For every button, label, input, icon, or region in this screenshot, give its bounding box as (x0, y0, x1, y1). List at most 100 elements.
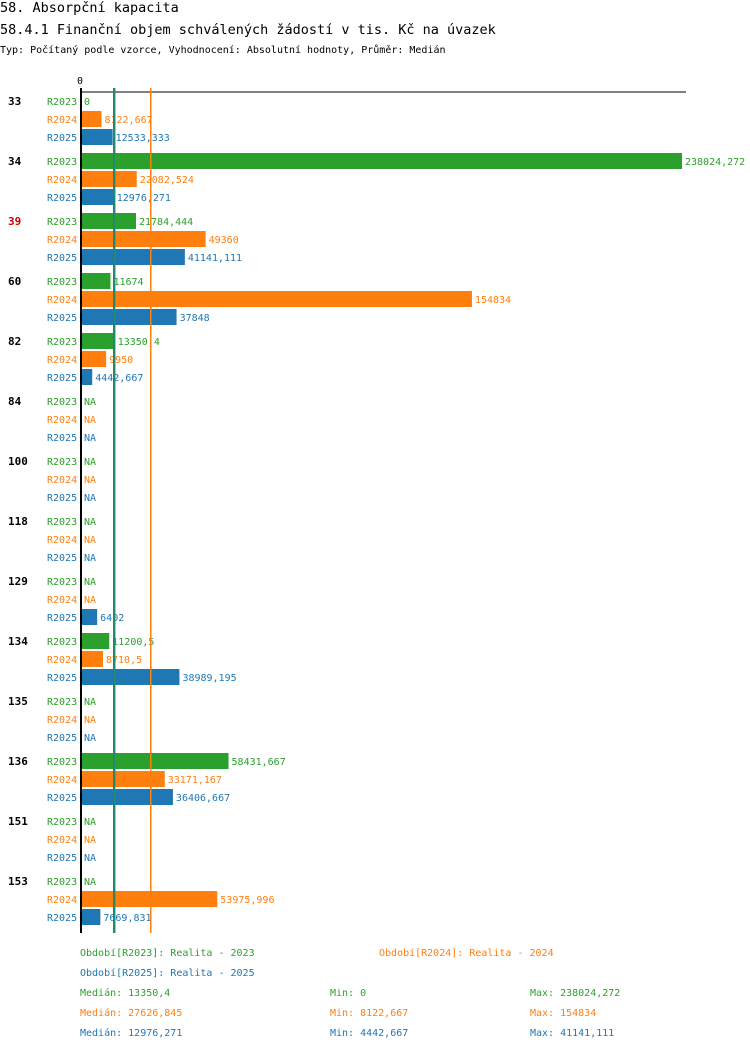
axis-zero-label: 0 (77, 76, 83, 87)
page-title: 58. Absorpční kapacita (0, 0, 179, 16)
value-label: 38989,195 (182, 673, 236, 684)
series-label: R2025 (47, 613, 77, 624)
value-label: 7669,831 (103, 913, 151, 924)
series-label: R2023 (47, 157, 77, 168)
value-label: 11674 (113, 277, 143, 288)
stat-min-r2024: Min: 8122,667 (330, 1008, 409, 1019)
value-label: NA (84, 877, 96, 888)
value-label: NA (84, 595, 96, 606)
series-label: R2024 (47, 475, 77, 486)
bar (81, 351, 107, 367)
bar (81, 771, 165, 787)
bar (81, 129, 113, 145)
series-label: R2024 (47, 715, 77, 726)
bar (81, 231, 206, 247)
value-label: NA (84, 415, 96, 426)
category-label: 84 (8, 395, 22, 408)
bar (81, 111, 102, 127)
category-label: 118 (8, 515, 28, 528)
bar (81, 249, 185, 265)
value-label: 154834 (475, 295, 511, 306)
bar (81, 609, 98, 625)
stat-max-r2023: Max: 238024,272 (530, 988, 621, 999)
bar (81, 213, 137, 229)
value-label: NA (84, 715, 96, 726)
legend-r2023: Období[R2023]: Realita - 2023 (80, 948, 255, 959)
value-label: NA (84, 835, 96, 846)
bar (81, 909, 101, 925)
series-label: R2025 (47, 193, 77, 204)
bar (81, 189, 114, 205)
value-label: NA (84, 817, 96, 828)
series-label: R2025 (47, 313, 77, 324)
bar (81, 291, 472, 307)
value-label: 6402 (100, 613, 124, 624)
series-label: R2025 (47, 553, 77, 564)
value-label: 8122,667 (105, 115, 153, 126)
value-label: 12533,333 (116, 133, 170, 144)
series-label: R2024 (47, 535, 77, 546)
bar (81, 369, 93, 385)
category-label: 34 (8, 155, 22, 168)
value-label: NA (84, 457, 96, 468)
value-label: NA (84, 433, 96, 444)
value-label: NA (84, 493, 96, 504)
value-label: 21784,444 (139, 217, 193, 228)
series-label: R2024 (47, 175, 77, 186)
stat-max-r2025: Max: 41141,111 (530, 1028, 615, 1039)
chart-subtitle: 58.4.1 Finanční objem schválených žádost… (0, 22, 496, 38)
series-label: R2023 (47, 577, 77, 588)
value-label: NA (84, 853, 96, 864)
category-label: 135 (8, 695, 28, 708)
series-label: R2024 (47, 355, 77, 366)
stat-median-r2025: Medián: 12976,271 (80, 1028, 183, 1039)
category-label: 60 (8, 275, 21, 288)
category-label: 151 (8, 815, 28, 828)
series-label: R2023 (47, 757, 77, 768)
stat-min-r2023: Min: 0 (330, 988, 367, 999)
value-label: 0 (84, 97, 90, 108)
series-label: R2024 (47, 775, 77, 786)
series-label: R2023 (47, 697, 77, 708)
legend-r2025: Období[R2025]: Realita - 2025 (80, 968, 255, 979)
value-label: 8710,5 (106, 655, 142, 666)
bar (81, 891, 218, 907)
value-label: 41141,111 (188, 253, 242, 264)
series-label: R2025 (47, 853, 77, 864)
series-label: R2024 (47, 895, 77, 906)
series-label: R2023 (47, 517, 77, 528)
value-label: 13350,4 (118, 337, 160, 348)
stat-median-r2023: Medián: 13350,4 (80, 988, 171, 999)
stat-median-r2024: Medián: 27626,845 (80, 1008, 183, 1019)
bar (81, 309, 177, 325)
stat-max-r2024: Max: 154834 (530, 1008, 597, 1019)
category-label: 134 (8, 635, 28, 648)
category-label: 82 (8, 335, 21, 348)
category-label: 100 (8, 455, 28, 468)
series-label: R2023 (47, 877, 77, 888)
series-label: R2023 (47, 217, 77, 228)
value-label: 22082,524 (140, 175, 194, 186)
bar (81, 789, 173, 805)
category-label: 153 (8, 875, 28, 888)
bar (81, 651, 103, 667)
value-label: 53975,996 (220, 895, 274, 906)
value-label: NA (84, 517, 96, 528)
series-label: R2024 (47, 595, 77, 606)
value-label: 58431,667 (232, 757, 286, 768)
series-label: R2023 (47, 457, 77, 468)
series-label: R2023 (47, 337, 77, 348)
chart-type-line: Typ: Počítaný podle vzorce, Vyhodnocení:… (0, 45, 446, 56)
value-label: NA (84, 553, 96, 564)
stat-min-r2025: Min: 4442,667 (330, 1028, 409, 1039)
series-label: R2023 (47, 637, 77, 648)
category-label: 129 (8, 575, 28, 588)
value-label: NA (84, 577, 96, 588)
category-label: 136 (8, 755, 28, 768)
series-label: R2023 (47, 397, 77, 408)
value-label: 37848 (180, 313, 210, 324)
bar (81, 669, 180, 685)
value-label: NA (84, 397, 96, 408)
series-label: R2025 (47, 133, 77, 144)
